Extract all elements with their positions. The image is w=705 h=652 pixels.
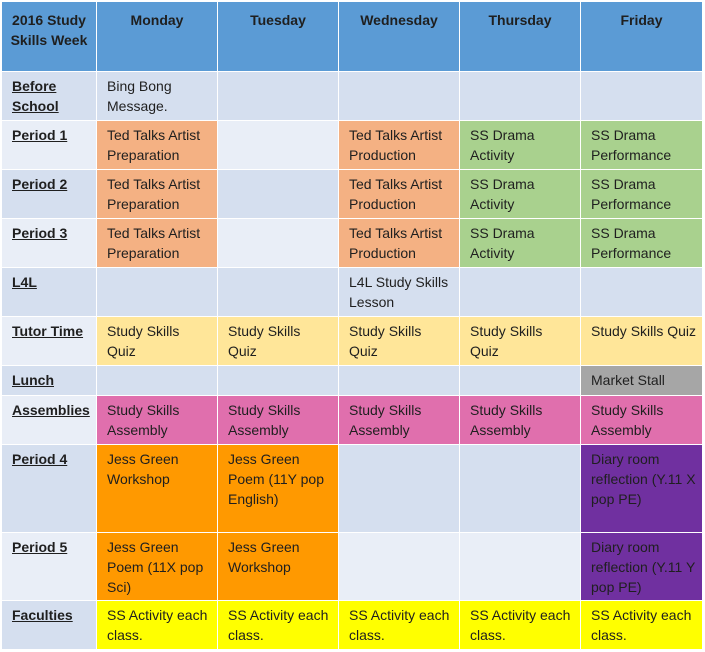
cell-friday <box>580 267 703 317</box>
row-label: Period 1 <box>1 120 97 170</box>
cell-wednesday: L4L Study Skills Lesson <box>338 267 460 317</box>
cell-thursday <box>459 532 581 601</box>
row-period-2: Period 2 Ted Talks Artist Preparation Te… <box>1 169 703 219</box>
cell-monday: Bing Bong Message. <box>96 71 218 121</box>
cell-monday: Study Skills Quiz <box>96 316 218 366</box>
cell-friday: Study Skills Quiz <box>580 316 703 366</box>
cell-tuesday: Study Skills Assembly <box>217 395 339 445</box>
cell-thursday: Study Skills Assembly <box>459 395 581 445</box>
row-period-4: Period 4 Jess Green Workshop Jess Green … <box>1 444 703 533</box>
title-cell: 2016 Study Skills Week <box>1 1 97 72</box>
cell-tuesday: Study Skills Quiz <box>217 316 339 366</box>
cell-tuesday: Jess Green Workshop <box>217 532 339 601</box>
cell-thursday: SS Drama Activity <box>459 120 581 170</box>
cell-wednesday <box>338 71 460 121</box>
row-label: L4L <box>1 267 97 317</box>
cell-tuesday <box>217 169 339 219</box>
day-header-friday: Friday <box>580 1 703 72</box>
row-label: Period 3 <box>1 218 97 268</box>
day-header-tuesday: Tuesday <box>217 1 339 72</box>
cell-tuesday <box>217 218 339 268</box>
row-label: Before School <box>1 71 97 121</box>
row-lunch: Lunch Market Stall <box>1 365 703 396</box>
cell-thursday: Study Skills Quiz <box>459 316 581 366</box>
row-before-school: Before School Bing Bong Message. <box>1 71 703 121</box>
cell-wednesday: Study Skills Assembly <box>338 395 460 445</box>
row-label: Period 4 <box>1 444 97 533</box>
cell-friday: SS Activity each class. <box>580 600 703 650</box>
row-period-5: Period 5 Jess Green Poem (11X pop Sci) J… <box>1 532 703 601</box>
cell-tuesday <box>217 71 339 121</box>
cell-thursday: SS Activity each class. <box>459 600 581 650</box>
cell-monday: Study Skills Assembly <box>96 395 218 445</box>
cell-friday: Market Stall <box>580 365 703 396</box>
cell-wednesday <box>338 444 460 533</box>
cell-friday: SS Drama Performance <box>580 169 703 219</box>
row-period-1: Period 1 Ted Talks Artist Preparation Te… <box>1 120 703 170</box>
row-label: Tutor Time <box>1 316 97 366</box>
day-header-monday: Monday <box>96 1 218 72</box>
row-label: Period 5 <box>1 532 97 601</box>
cell-friday <box>580 71 703 121</box>
cell-thursday <box>459 71 581 121</box>
day-header-wednesday: Wednesday <box>338 1 460 72</box>
row-tutor-time: Tutor Time Study Skills Quiz Study Skill… <box>1 316 703 366</box>
cell-monday: Ted Talks Artist Preparation <box>96 218 218 268</box>
cell-monday <box>96 267 218 317</box>
cell-friday: Diary room reflection (Y.11 X pop PE) <box>580 444 703 533</box>
cell-monday: Ted Talks Artist Preparation <box>96 169 218 219</box>
cell-monday: Jess Green Workshop <box>96 444 218 533</box>
cell-friday: Study Skills Assembly <box>580 395 703 445</box>
row-label: Period 2 <box>1 169 97 219</box>
cell-friday: SS Drama Performance <box>580 120 703 170</box>
cell-thursday: SS Drama Activity <box>459 218 581 268</box>
row-label: Faculties <box>1 600 97 650</box>
cell-tuesday <box>217 365 339 396</box>
cell-thursday <box>459 267 581 317</box>
cell-wednesday: Ted Talks Artist Production <box>338 120 460 170</box>
cell-monday: Jess Green Poem (11X pop Sci) <box>96 532 218 601</box>
row-faculties: Faculties SS Activity each class. SS Act… <box>1 600 703 650</box>
cell-tuesday <box>217 267 339 317</box>
cell-tuesday: Jess Green Poem (11Y pop English) <box>217 444 339 533</box>
row-label: Lunch <box>1 365 97 396</box>
row-label: Assemblies <box>1 395 97 445</box>
cell-tuesday: SS Activity each class. <box>217 600 339 650</box>
cell-monday: SS Activity each class. <box>96 600 218 650</box>
row-assemblies: Assemblies Study Skills Assembly Study S… <box>1 395 703 445</box>
cell-wednesday: Ted Talks Artist Production <box>338 218 460 268</box>
cell-friday: SS Drama Performance <box>580 218 703 268</box>
cell-thursday <box>459 365 581 396</box>
row-period-3: Period 3 Ted Talks Artist Preparation Te… <box>1 218 703 268</box>
cell-wednesday: Study Skills Quiz <box>338 316 460 366</box>
cell-thursday: SS Drama Activity <box>459 169 581 219</box>
cell-wednesday: Ted Talks Artist Production <box>338 169 460 219</box>
day-header-thursday: Thursday <box>459 1 581 72</box>
cell-wednesday <box>338 532 460 601</box>
cell-tuesday <box>217 120 339 170</box>
cell-friday: Diary room reflection (Y.11 Y pop PE) <box>580 532 703 601</box>
cell-monday <box>96 365 218 396</box>
cell-monday: Ted Talks Artist Preparation <box>96 120 218 170</box>
cell-thursday <box>459 444 581 533</box>
row-l4l: L4L L4L Study Skills Lesson <box>1 267 703 317</box>
header-row: 2016 Study Skills Week Monday Tuesday We… <box>1 1 703 72</box>
cell-wednesday <box>338 365 460 396</box>
cell-wednesday: SS Activity each class. <box>338 600 460 650</box>
